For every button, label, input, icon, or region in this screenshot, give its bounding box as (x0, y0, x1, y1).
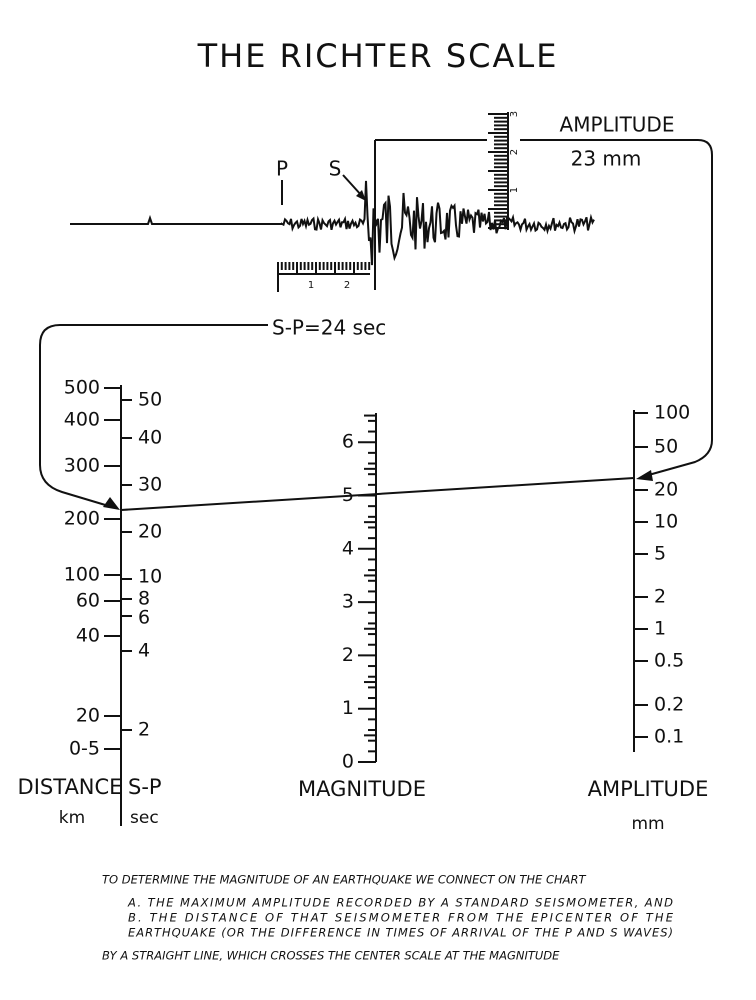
amplitude-label: 20 (654, 479, 678, 501)
ruler-label: 2 (509, 149, 520, 155)
p-label: P (276, 157, 288, 181)
seismogram-trace (70, 180, 595, 266)
ruler-label: 3 (509, 111, 520, 117)
caption-line: TO DETERMINE THE MAGNITUDE OF AN EARTHQU… (102, 873, 587, 887)
distance-label: 100 (64, 564, 100, 586)
amplitude-label: 2 (654, 586, 666, 608)
distance-label: 60 (76, 590, 100, 612)
arrow (103, 497, 120, 510)
title: THE RICHTER SCALE (197, 37, 559, 75)
magnitude-title: MAGNITUDE (298, 777, 426, 801)
distance-label: 200 (64, 508, 100, 530)
amplitude-label: 1 (654, 618, 666, 640)
amplitude-label: 10 (654, 511, 678, 533)
sp-label: S-P=24 sec (272, 316, 386, 340)
amplitude-label: 5 (654, 543, 666, 565)
distance-title: DISTANCE (18, 775, 123, 799)
magnitude-label: 5 (342, 484, 354, 506)
sp-label: 2 (138, 719, 150, 741)
ruler-label: 1 (509, 187, 520, 193)
sp-title: S-P (128, 775, 162, 799)
amplitude-label: 50 (654, 436, 678, 458)
caption-line: BY A STRAIGHT LINE, WHICH CROSSES THE CE… (102, 949, 560, 963)
amplitude-unit: mm (631, 814, 664, 834)
distance-label: 500 (64, 377, 100, 399)
sp-label: 10 (138, 566, 162, 588)
sp-label: 30 (138, 474, 162, 496)
magnitude-label: 6 (342, 431, 354, 453)
sp-label: 6 (138, 607, 150, 629)
amplitude-label: 0.1 (654, 726, 684, 748)
magnitude-label: 0 (342, 751, 354, 773)
connecting-line (120, 477, 635, 511)
s-arrow (342, 174, 363, 197)
sp-label: 50 (138, 389, 162, 411)
ruler-label: 1 (308, 280, 314, 291)
distance-unit: km (59, 808, 85, 828)
distance-label: 20 (76, 705, 100, 727)
sp-label: 40 (138, 427, 162, 449)
sp-unit: sec (130, 808, 159, 828)
caption-line: A. THE MAXIMUM AMPLITUDE RECORDED BY A S… (127, 896, 673, 910)
distance-label: 0-5 (69, 738, 100, 760)
amplitude-label: 0.2 (654, 694, 684, 716)
caption-line: EARTHQUAKE (OR THE DIFFERENCE IN TIMES O… (128, 926, 673, 940)
distance-label: 40 (76, 625, 100, 647)
amplitude-label: AMPLITUDE (560, 113, 675, 137)
caption-line: B. THE DISTANCE OF THAT SEISMOMETER FROM… (128, 911, 674, 925)
sp-label: 4 (138, 640, 150, 662)
sp-label: 8 (138, 588, 150, 610)
magnitude-label: 2 (342, 644, 354, 666)
amplitude-value: 23 mm (571, 147, 642, 171)
distance-label: 400 (64, 409, 100, 431)
ruler-label: 2 (344, 280, 350, 291)
distance-label: 300 (64, 455, 100, 477)
sp-label: 20 (138, 521, 162, 543)
magnitude-label: 4 (342, 537, 354, 559)
arrow (356, 190, 366, 201)
amplitude-label: 0.5 (654, 650, 684, 672)
amplitude-label: 100 (654, 402, 690, 424)
amplitude-title: AMPLITUDE (588, 777, 709, 801)
sp-curve (39, 324, 268, 508)
magnitude-label: 3 (342, 591, 354, 613)
magnitude-label: 1 (342, 697, 354, 719)
arrow (636, 470, 653, 481)
amp-curve (520, 139, 713, 477)
s-label: S (329, 157, 342, 181)
